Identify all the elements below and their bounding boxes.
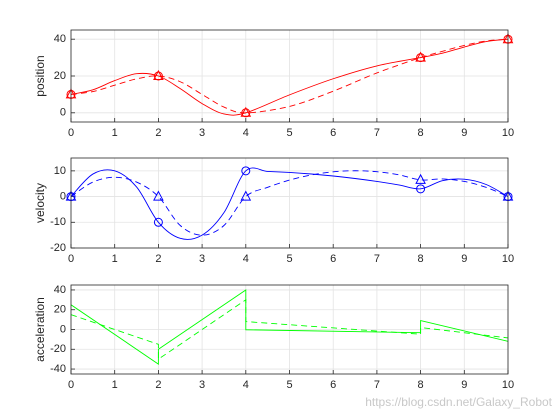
x-tick-label: 8 xyxy=(418,253,424,265)
y-tick-label: 20 xyxy=(54,70,66,82)
x-tick-label: 7 xyxy=(374,379,380,391)
x-tick-label: 6 xyxy=(330,253,336,265)
line-series xyxy=(71,38,508,114)
x-tick-label: 1 xyxy=(112,127,118,139)
x-tick-label: 9 xyxy=(461,127,467,139)
y-tick-label: 10 xyxy=(54,165,66,177)
marker xyxy=(240,106,252,117)
x-tick-label: 2 xyxy=(155,379,161,391)
y-tick-label: 0 xyxy=(60,107,66,119)
x-tick-label: 9 xyxy=(461,379,467,391)
x-tick-label: 0 xyxy=(68,127,74,139)
y-tick-label: -10 xyxy=(50,216,66,228)
y-axis-label: acceleration xyxy=(33,297,47,362)
x-tick-label: 4 xyxy=(243,253,249,265)
y-tick-label: -40 xyxy=(50,363,66,375)
x-tick-label: 2 xyxy=(155,253,161,265)
x-tick-label: 6 xyxy=(330,379,336,391)
x-tick-label: 5 xyxy=(286,379,292,391)
x-tick-label: 8 xyxy=(418,379,424,391)
x-tick-label: 2 xyxy=(155,127,161,139)
y-tick-label: 20 xyxy=(54,304,66,316)
line-series xyxy=(71,167,508,240)
marker xyxy=(416,184,426,194)
marker xyxy=(241,166,251,176)
marker xyxy=(415,173,426,184)
y-tick-label: 0 xyxy=(60,323,66,335)
x-tick-label: 6 xyxy=(330,127,336,139)
x-tick-label: 0 xyxy=(68,253,74,265)
x-tick-label: 5 xyxy=(286,253,292,265)
y-tick-label: 40 xyxy=(54,33,66,45)
axes-box xyxy=(70,284,509,375)
x-tick-label: 1 xyxy=(112,253,118,265)
x-tick-label: 8 xyxy=(418,127,424,139)
x-tick-label: 10 xyxy=(502,127,514,139)
marker xyxy=(240,190,252,201)
watermark: https://blog.csdn.net/Galaxy_Robot xyxy=(365,395,552,409)
marker xyxy=(153,217,163,227)
x-tick-label: 3 xyxy=(199,379,205,391)
y-tick-label: 40 xyxy=(54,284,66,296)
x-tick-label: 10 xyxy=(502,379,514,391)
plot-area xyxy=(71,289,508,365)
axes-box xyxy=(70,29,509,123)
marker xyxy=(415,51,426,62)
x-tick-label: 10 xyxy=(502,253,514,265)
x-tick-label: 4 xyxy=(243,127,249,139)
x-tick-label: 3 xyxy=(199,127,205,139)
y-tick-label: -20 xyxy=(50,242,66,254)
line-series xyxy=(71,298,508,361)
x-tick-label: 4 xyxy=(243,379,249,391)
x-tick-label: 9 xyxy=(461,253,467,265)
y-tick-label: -20 xyxy=(50,343,66,355)
x-tick-label: 7 xyxy=(374,127,380,139)
y-axis-label: position xyxy=(33,55,47,96)
y-axis-label: velocity xyxy=(33,183,47,223)
x-tick-label: 3 xyxy=(199,253,205,265)
x-tick-label: 1 xyxy=(112,379,118,391)
line-series xyxy=(71,170,508,236)
y-tick-label: 0 xyxy=(60,190,66,202)
x-tick-label: 7 xyxy=(374,253,380,265)
x-tick-label: 5 xyxy=(286,127,292,139)
x-tick-label: 0 xyxy=(68,379,74,391)
marker xyxy=(153,190,164,201)
marker xyxy=(153,69,164,80)
axes-box xyxy=(70,157,509,249)
